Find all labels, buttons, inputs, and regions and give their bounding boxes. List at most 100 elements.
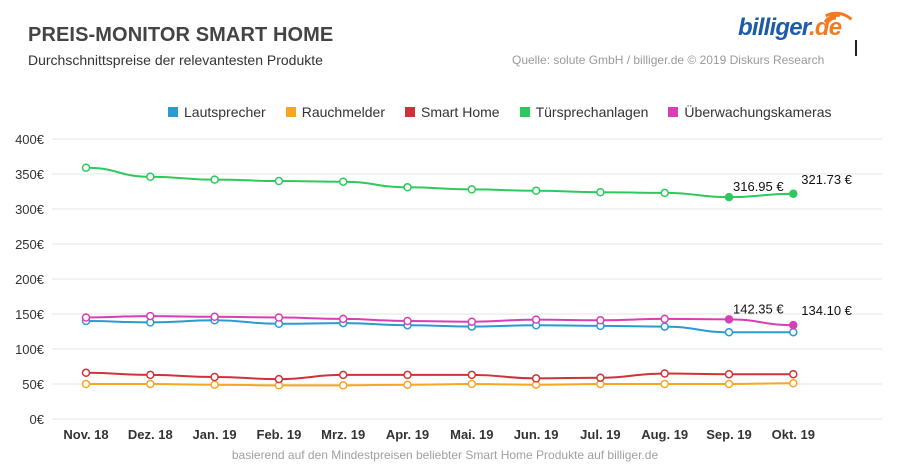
chart-footnote: basierend auf den Mindestpreisen beliebt… [231, 448, 659, 462]
y-tick-label: 350€ [15, 167, 45, 182]
data-point--berwachungskameras [81, 313, 91, 322]
data-point-smart-home [146, 370, 155, 380]
x-tick-label: Mai. 19 [450, 427, 493, 442]
data-point-t-rsprechanlagen [338, 177, 348, 186]
chart-subtitle: Durchschnittspreise der relevantesten Pr… [28, 52, 323, 68]
legend-swatch [168, 107, 178, 117]
data-point-rauchmelder [81, 379, 91, 389]
legend-item: Rauchmelder [285, 104, 385, 120]
data-label: 134.10 € [801, 303, 852, 318]
x-tick-label: Feb. 19 [257, 427, 302, 442]
y-tick-label: 200€ [15, 272, 45, 287]
legend-label: Türsprechanlagen [535, 104, 649, 120]
data-point--berwachungskameras [724, 315, 734, 324]
data-point-t-rsprechanlagen [274, 176, 284, 186]
data-point--berwachungskameras [274, 313, 284, 322]
legend-label: Lautsprecher [184, 104, 266, 120]
series-line-smart-home [85, 371, 794, 381]
y-tick-label: 150€ [15, 307, 45, 322]
data-point--berwachungskameras [210, 312, 219, 322]
data-point-rauchmelder [789, 379, 798, 388]
data-point-smart-home [531, 374, 541, 383]
legend-item: Überwachungskameras [668, 104, 832, 120]
data-point-smart-home [338, 370, 348, 380]
legend-swatch [668, 107, 679, 117]
series-line--berwachungskameras [85, 315, 794, 327]
data-point--berwachungskameras [467, 317, 477, 326]
data-point--berwachungskameras [531, 315, 541, 324]
data-point--berwachungskameras [338, 314, 348, 324]
data-point--berwachungskameras [596, 316, 605, 325]
data-point-rauchmelder [403, 380, 412, 389]
data-label: 142.35 € [733, 301, 784, 316]
series-line-rauchmelder [85, 382, 794, 387]
legend-item: Türsprechanlagen [519, 104, 649, 120]
data-point-t-rsprechanlagen [403, 183, 412, 192]
legend-item: Smart Home [404, 104, 500, 120]
data-point-lautsprecher [789, 327, 798, 337]
data-point-smart-home [81, 368, 91, 378]
data-label: 316.95 € [733, 179, 784, 194]
x-tick-label: Dez. 18 [128, 427, 173, 442]
legend-item: Lautsprecher [168, 104, 266, 120]
data-point-t-rsprechanlagen [596, 187, 605, 197]
x-tick-label: Mrz. 19 [321, 427, 365, 442]
data-point-t-rsprechanlagen [146, 172, 155, 182]
data-point--berwachungskameras [403, 316, 412, 326]
data-point-rauchmelder [146, 379, 155, 389]
data-point-rauchmelder [467, 379, 477, 389]
data-label: 321.73 € [801, 172, 852, 187]
x-tick-label: Jul. 19 [580, 427, 620, 442]
data-point-lautsprecher [724, 327, 734, 337]
chart-title: PREIS-MONITOR SMART HOME [28, 24, 334, 46]
y-tick-label: 0€ [30, 412, 45, 427]
series-line-lautsprecher [85, 319, 794, 334]
y-tick-label: 400€ [15, 132, 45, 147]
text-cursor [855, 40, 857, 56]
source-credit: Quelle: solute GmbH / billiger.de © 2019… [512, 53, 825, 67]
x-tick-label: Jan. 19 [193, 427, 237, 442]
data-point-smart-home [274, 374, 284, 384]
y-tick-label: 50€ [22, 377, 44, 392]
data-point-rauchmelder [338, 381, 348, 390]
data-point-smart-home [210, 372, 219, 382]
legend-swatch [285, 107, 296, 117]
data-point-t-rsprechanlagen [531, 186, 541, 196]
data-point-t-rsprechanlagen [789, 189, 798, 199]
y-tick-label: 300€ [15, 202, 45, 217]
billiger-logo: billiger.de [738, 11, 856, 48]
data-point--berwachungskameras [789, 320, 798, 330]
x-tick-label: Sep. 19 [706, 427, 752, 442]
data-point--berwachungskameras [146, 311, 155, 321]
data-point-smart-home [660, 369, 669, 378]
y-tick-label: 100€ [15, 342, 45, 357]
data-point-t-rsprechanlagen [210, 175, 219, 184]
y-tick-label: 250€ [15, 237, 45, 252]
data-point-rauchmelder [660, 379, 669, 389]
signal-waves-icon [823, 11, 853, 29]
data-point-rauchmelder [724, 379, 734, 389]
data-point-smart-home [789, 369, 798, 379]
x-tick-label: Nov. 18 [63, 427, 108, 442]
logo-name: billiger [738, 14, 810, 41]
legend-label: Smart Home [420, 104, 500, 120]
legend-swatch [519, 107, 530, 117]
data-point--berwachungskameras [660, 314, 669, 324]
data-point-t-rsprechanlagen [467, 185, 477, 194]
x-tick-label: Jun. 19 [514, 427, 559, 442]
series-line-t-rsprechanlagen [85, 166, 794, 199]
data-point-t-rsprechanlagen [81, 163, 91, 172]
legend-label: Überwachungskameras [684, 104, 832, 120]
data-point-lautsprecher [660, 322, 669, 331]
logo-wordmark: billiger.de [738, 14, 842, 42]
legend-label: Rauchmelder [301, 104, 385, 120]
data-point-smart-home [596, 373, 605, 382]
data-point-smart-home [467, 370, 477, 380]
chart-legend: Lautsprecher Rauchmelder Smart Home Türspre… [168, 104, 832, 120]
legend-swatch [404, 107, 415, 117]
x-tick-label: Okt. 19 [772, 427, 815, 442]
x-tick-label: Aug. 19 [641, 427, 688, 442]
data-point-t-rsprechanlagen [660, 188, 669, 198]
data-point-smart-home [724, 369, 734, 379]
